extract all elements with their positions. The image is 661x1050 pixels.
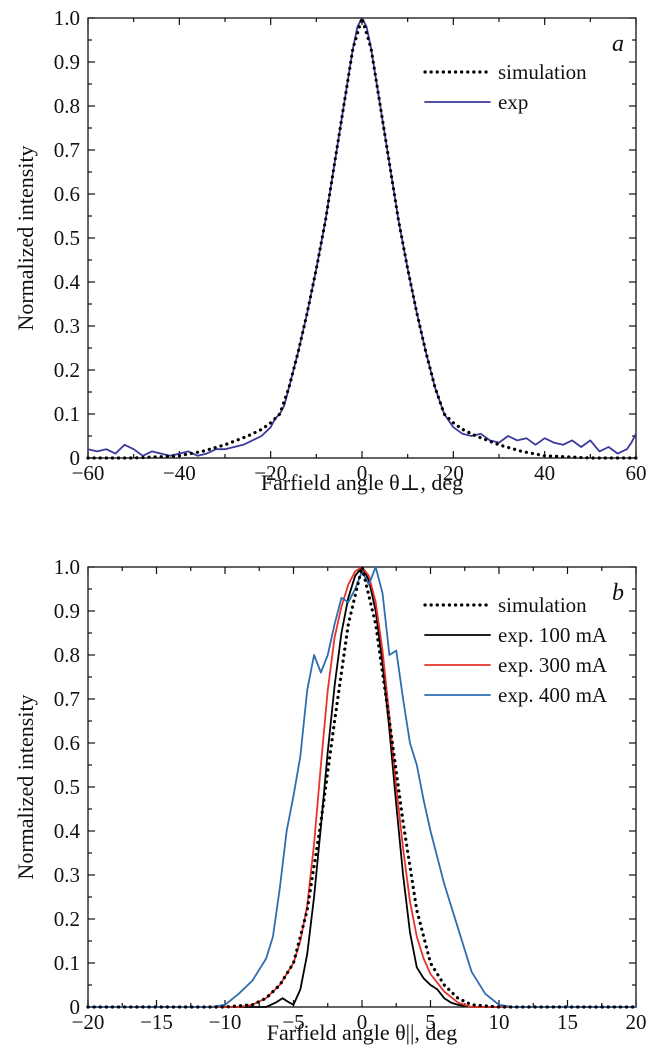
series-line-exp-100-ma <box>87 566 637 1008</box>
y-tick-label: 0.2 <box>54 907 80 931</box>
x-tick-label: −40 <box>163 461 196 485</box>
x-tick-label: 10 <box>489 1010 510 1034</box>
y-tick-label: 0.4 <box>54 819 81 843</box>
ticks-a: −60 −40 −20 0 20 40 60 0 0.1 0.2 0.3 0.4 0.5 0.6 0.7 0.… <box>54 6 647 485</box>
y-tick-label: 0.1 <box>54 951 80 975</box>
legend-label: exp. 400 mA <box>498 683 608 707</box>
ticks-b: −20 −15 −10 −5 0 5 10 15 20 0 0.1 0.2 0.3 0.4 0.5 0.6 0.… <box>54 555 647 1034</box>
y-tick-label: 0.3 <box>54 863 80 887</box>
plot-frame-a <box>87 17 637 459</box>
y-tick-label: 0.7 <box>54 687 80 711</box>
y-tick-label: 0 <box>70 446 81 470</box>
y-tick-label: 0.1 <box>54 402 80 426</box>
y-tick-label: 0.5 <box>54 226 80 250</box>
x-tick-label: 0 <box>357 461 368 485</box>
x-tick-label: 40 <box>534 461 555 485</box>
legend-a: simulation exp <box>423 60 587 114</box>
x-tick-label: 60 <box>626 461 647 485</box>
y-tick-label: 0.8 <box>54 643 80 667</box>
y-axis-label-a: Normalized intensity <box>13 145 38 330</box>
x-tick-label: 0 <box>357 1010 368 1034</box>
y-tick-label: 1.0 <box>54 6 80 30</box>
y-tick-label: 0.9 <box>54 50 80 74</box>
series-b <box>86 565 638 1009</box>
x-tick-label: −20 <box>254 461 287 485</box>
panel-b: −20 −15 −10 −5 0 5 10 15 20 0 0.1 0.2 0.3 0.4 0.5 0.6 0.… <box>13 555 647 1045</box>
x-tick-label: 15 <box>557 1010 578 1034</box>
x-tick-label: −20 <box>72 1010 105 1034</box>
x-tick-label: 20 <box>626 1010 647 1034</box>
legend-label: exp. 100 mA <box>498 623 608 647</box>
x-tick-label: −10 <box>209 1010 242 1034</box>
y-tick-label: 0.5 <box>54 775 80 799</box>
series-line-simulation <box>86 565 638 1009</box>
series-line-simulation <box>86 16 638 460</box>
y-tick-label: 0.7 <box>54 138 80 162</box>
y-axis-label-b: Normalized intensity <box>13 694 38 879</box>
legend-label: exp. 300 mA <box>498 653 608 677</box>
panel-letter-a: a <box>612 31 624 57</box>
x-tick-label: −15 <box>140 1010 173 1034</box>
x-tick-label: −5 <box>282 1010 304 1034</box>
x-axis-label-a: Farfield angle θ⊥, deg <box>261 470 463 495</box>
series-line-exp <box>87 17 637 457</box>
panel-a: −60 −40 −20 0 20 40 60 0 0.1 0.2 0.3 0.4 0.5 0.6 0.7 0.… <box>13 6 647 495</box>
y-tick-label: 0.2 <box>54 358 80 382</box>
x-tick-label: 5 <box>425 1010 436 1034</box>
panel-letter-b: b <box>612 580 624 606</box>
y-tick-label: 0.9 <box>54 599 80 623</box>
legend-b: simulation exp. 100 mA exp. 300 mA exp. 400… <box>423 593 608 707</box>
y-tick-label: 0.6 <box>54 182 80 206</box>
x-tick-label: 20 <box>443 461 464 485</box>
legend-label: simulation <box>498 593 587 617</box>
legend-label: exp <box>498 90 528 114</box>
y-tick-label: 0.3 <box>54 314 80 338</box>
series-a <box>86 16 638 460</box>
y-tick-label: 0.4 <box>54 270 81 294</box>
y-tick-label: 0.8 <box>54 94 80 118</box>
legend-label: simulation <box>498 60 587 84</box>
x-tick-label: −60 <box>72 461 105 485</box>
y-tick-label: 1.0 <box>54 555 80 579</box>
x-axis-label-b: Farfield angle θ||, deg <box>267 1020 457 1045</box>
y-tick-label: 0 <box>70 995 81 1019</box>
y-tick-label: 0.6 <box>54 731 80 755</box>
